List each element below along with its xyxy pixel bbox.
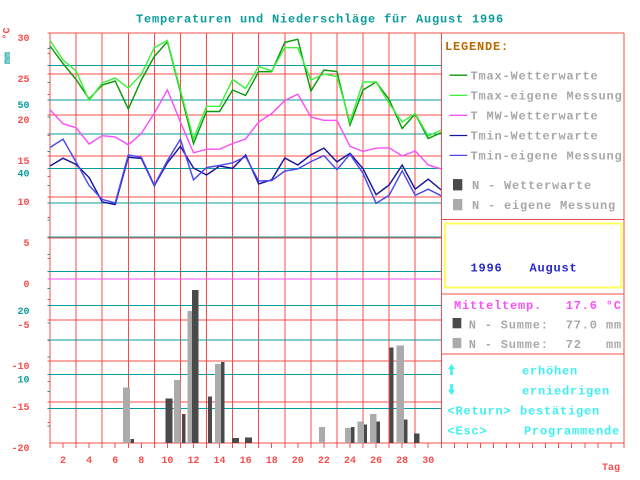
svg-text:30: 30 (17, 34, 29, 45)
svg-text:20: 20 (292, 456, 304, 467)
svg-text:14: 14 (214, 456, 226, 467)
svg-text:-20: -20 (11, 444, 29, 455)
svg-text:50: 50 (17, 101, 29, 112)
svg-text:17.6 °C: 17.6 °C (566, 299, 622, 313)
svg-text:6: 6 (112, 456, 118, 467)
svg-text:Tag: Tag (602, 463, 620, 474)
svg-text:30: 30 (422, 456, 434, 467)
svg-text:Tmin-Wetterwarte: Tmin-Wetterwarte (471, 130, 599, 144)
svg-text:mm: mm (3, 52, 14, 64)
svg-text:mm: mm (606, 318, 622, 332)
svg-text:10: 10 (17, 198, 29, 209)
svg-text:16: 16 (240, 456, 252, 467)
svg-text:LEGENDE:: LEGENDE: (445, 40, 509, 54)
svg-text:15: 15 (17, 157, 29, 168)
svg-text:mm: mm (606, 338, 622, 352)
svg-text:22: 22 (318, 456, 330, 467)
svg-text:8: 8 (138, 456, 144, 467)
svg-text:Tmin-eigene Messung: Tmin-eigene Messung (471, 150, 623, 164)
svg-text:24: 24 (344, 456, 356, 467)
svg-text:<Esc>: <Esc> (448, 425, 488, 439)
svg-text:4: 4 (86, 456, 92, 467)
svg-text:20: 20 (17, 307, 29, 318)
svg-text:Tmax-Wetterwarte: Tmax-Wetterwarte (471, 69, 599, 83)
svg-text:-5: -5 (17, 321, 29, 332)
svg-text:T MW-Wetterwarte: T MW-Wetterwarte (471, 110, 599, 124)
svg-text:Programmende: Programmende (524, 425, 620, 439)
svg-text:Temperaturen und Niederschläge: Temperaturen und Niederschläge für Augus… (136, 13, 504, 27)
svg-text:25: 25 (17, 75, 29, 86)
svg-text:Mitteltemp.: Mitteltemp. (454, 299, 542, 313)
svg-text:erhöhen: erhöhen (522, 365, 578, 379)
svg-text:40: 40 (17, 170, 29, 181)
svg-text:10: 10 (161, 456, 173, 467)
svg-text:August: August (530, 262, 578, 276)
svg-text:N - Summe:: N - Summe: (469, 318, 549, 332)
svg-text:72: 72 (566, 338, 582, 352)
svg-text:°C: °C (2, 27, 14, 39)
svg-text:2: 2 (60, 456, 66, 467)
svg-text:N - Wetterwarte: N - Wetterwarte (472, 179, 592, 193)
svg-text:12: 12 (187, 456, 199, 467)
svg-text:18: 18 (266, 456, 278, 467)
svg-text:5: 5 (23, 239, 29, 250)
svg-text:26: 26 (370, 456, 382, 467)
svg-text:0: 0 (23, 280, 29, 291)
svg-text:N - Summe:: N - Summe: (469, 338, 549, 352)
svg-text:<Return>: <Return> (448, 405, 512, 419)
svg-text:10: 10 (17, 376, 29, 387)
svg-text:-10: -10 (11, 362, 29, 373)
svg-text:erniedrigen: erniedrigen (522, 385, 610, 399)
svg-text:N - eigene Messung: N - eigene Messung (472, 199, 616, 213)
svg-text:bestätigen: bestätigen (520, 405, 600, 419)
svg-text:20: 20 (17, 116, 29, 127)
svg-text:1996: 1996 (471, 262, 503, 276)
svg-text:28: 28 (396, 456, 408, 467)
svg-text:-15: -15 (11, 403, 29, 414)
svg-text:77.0: 77.0 (566, 318, 598, 332)
svg-text:Tmax-eigene Messung: Tmax-eigene Messung (471, 90, 623, 104)
